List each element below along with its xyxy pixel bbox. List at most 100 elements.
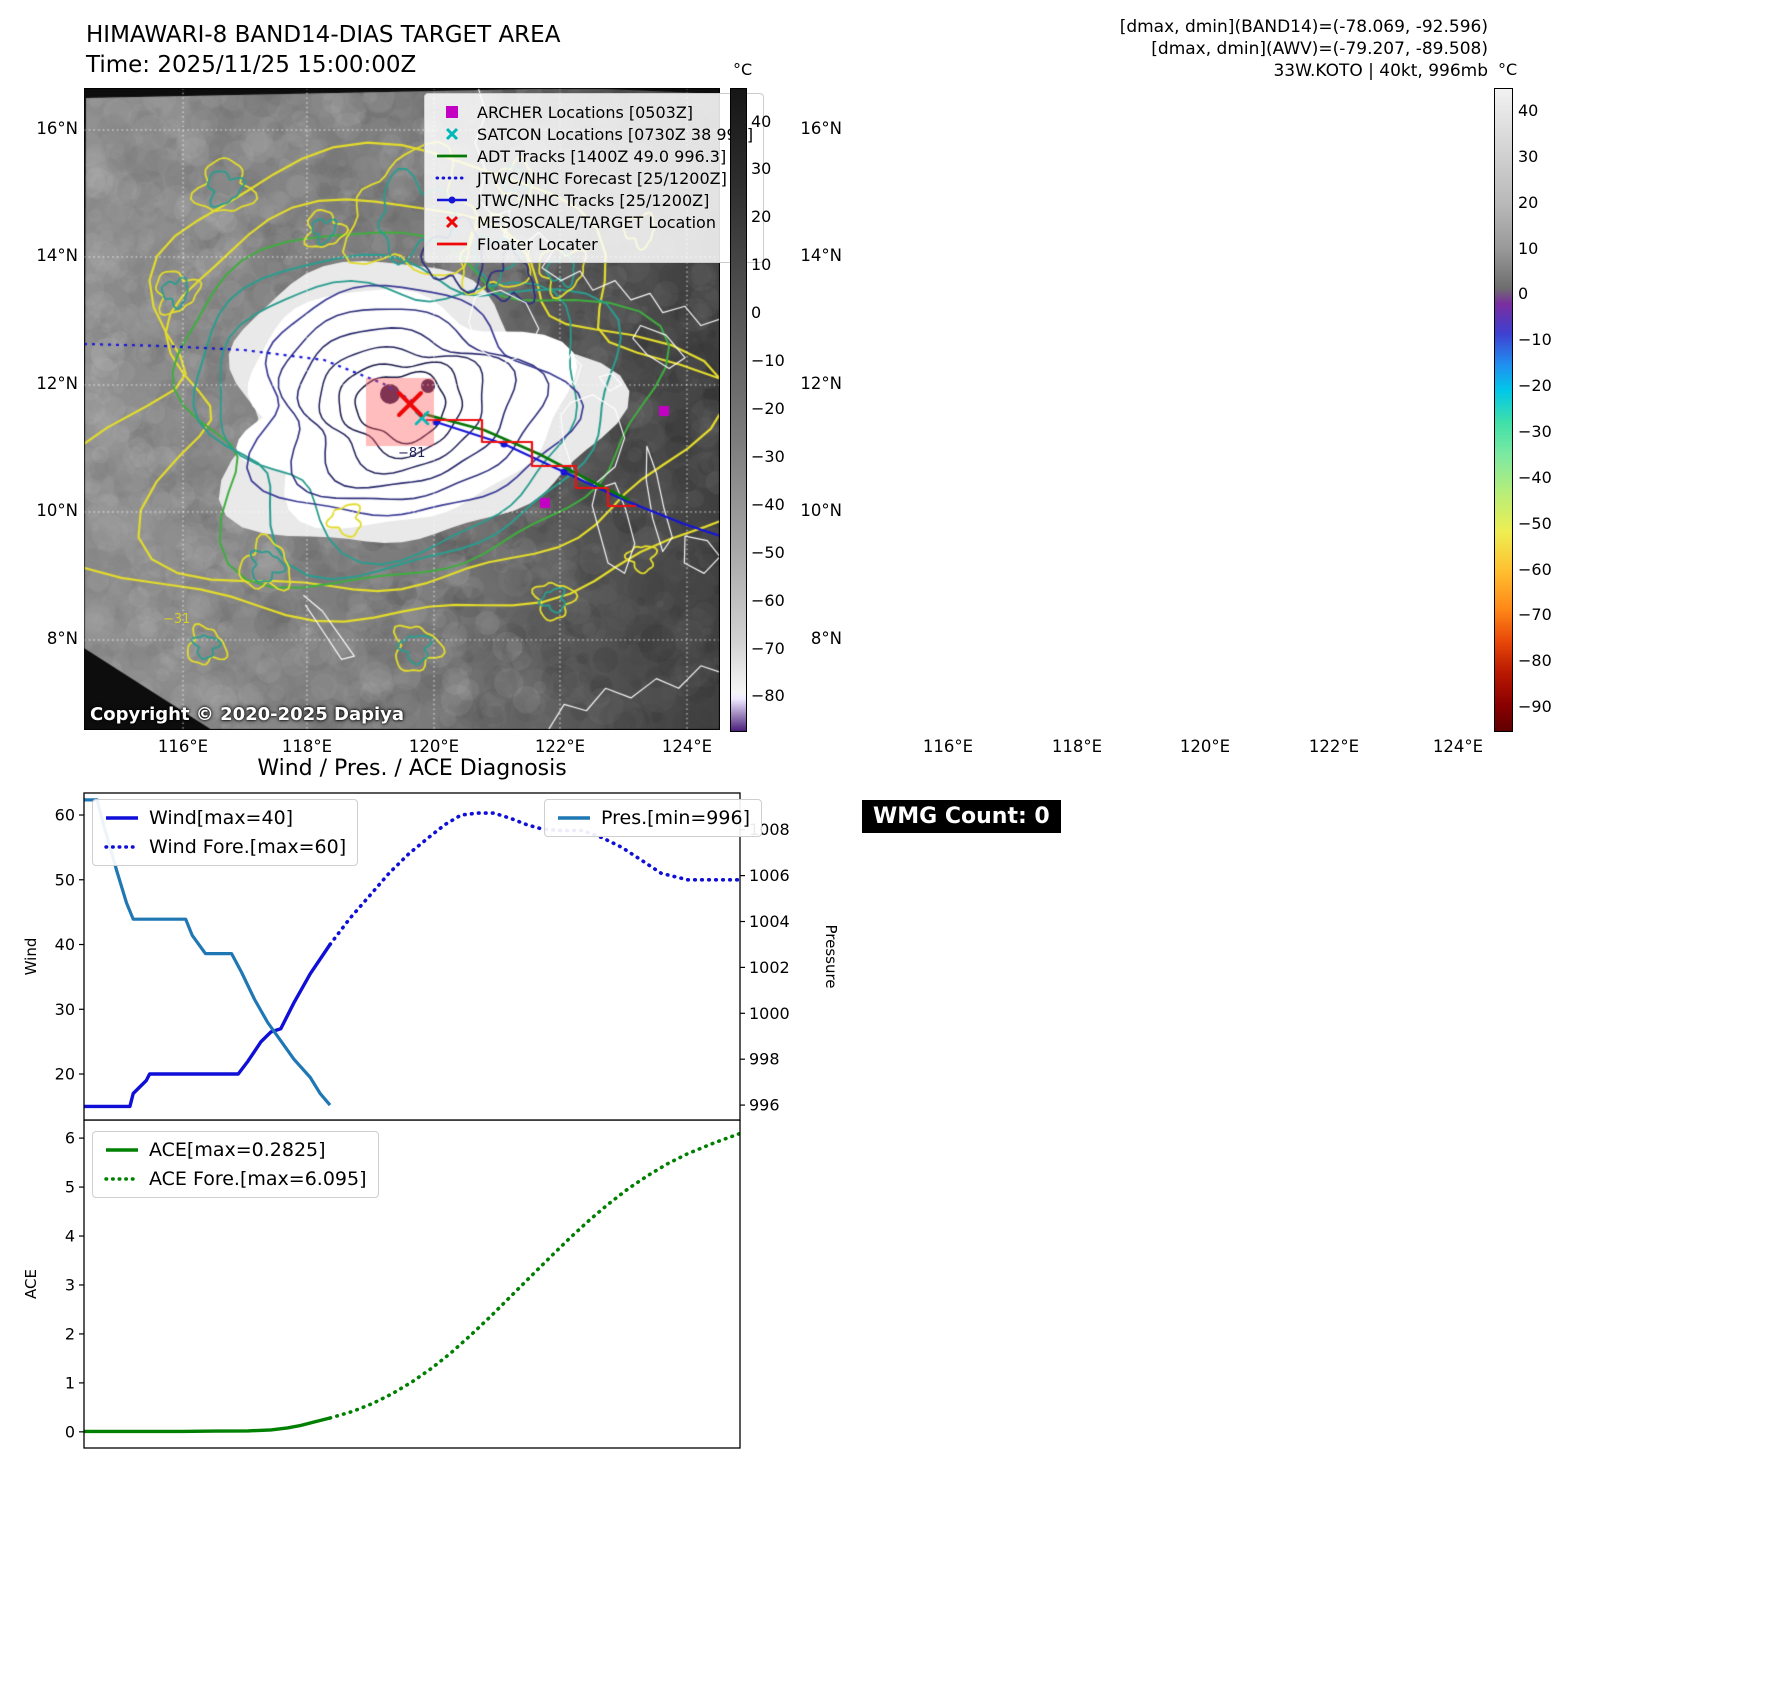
awv-colorbar-tick: −70 bbox=[1518, 605, 1552, 625]
legend-sample bbox=[104, 845, 140, 849]
chart-legend-label: ACE Fore.[max=6.095] bbox=[149, 1168, 367, 1190]
y-tick-label: 50 bbox=[55, 870, 75, 889]
chart-legend-item: ACE Fore.[max=6.095] bbox=[104, 1168, 367, 1190]
band14-colorbar-tick: −20 bbox=[751, 399, 785, 418]
band14-colorbar-tick: 0 bbox=[751, 303, 762, 323]
chart-legend: Wind[max=40] Wind Fore.[max=60] bbox=[92, 799, 359, 866]
map-legend-item: MESOSCALE/TARGET Location bbox=[435, 211, 753, 233]
awv-colorbar-tick: 20 bbox=[1518, 192, 1539, 212]
band14-colorbar-tick: 20 bbox=[751, 207, 772, 227]
awv-lon-tick: 118°E bbox=[1051, 737, 1103, 756]
line-dot-icon bbox=[437, 196, 467, 204]
band14-lat-tick: 10°N bbox=[36, 501, 78, 520]
band14-lat-tick: 14°N bbox=[36, 246, 78, 265]
band14-lon-tick: 120°E bbox=[408, 737, 460, 756]
contour-label-minus31: −31 bbox=[163, 612, 191, 627]
map-legend-label: ADT Tracks [1400Z 49.0 996.3] bbox=[477, 146, 727, 166]
dmax-dmin-awv: [dmax, dmin](AWV)=(-79.207, -89.508) bbox=[1151, 39, 1488, 59]
awv-lon-tick: 116°E bbox=[922, 737, 974, 756]
map-legend-item: ARCHER Locations [0503Z] bbox=[435, 101, 753, 123]
x-marker-icon bbox=[445, 215, 459, 229]
series-wind-max-40- bbox=[84, 943, 332, 1109]
y-axis-label-left: Wind bbox=[22, 938, 40, 976]
chart-legend-item: Wind[max=40] bbox=[104, 807, 346, 829]
band14-map-legend: ARCHER Locations [0503Z] SATCON Locations… bbox=[424, 93, 765, 263]
awv-colorbar-unit: °C bbox=[1498, 60, 1518, 79]
chart-legend-item: ACE[max=0.2825] bbox=[104, 1139, 367, 1161]
awv-lon-tick: 120°E bbox=[1179, 737, 1231, 756]
chart-legend: ACE[max=0.2825] ACE Fore.[max=6.095] bbox=[92, 1131, 379, 1198]
storm-id-intensity: 33W.KOTO | 40kt, 996mb bbox=[1273, 61, 1488, 81]
map-legend-label: ARCHER Locations [0503Z] bbox=[477, 102, 694, 122]
plot-frame bbox=[83, 1120, 741, 1449]
y-tick-label-right: 998 bbox=[749, 1050, 780, 1069]
awv-colorbar-tick: −20 bbox=[1518, 376, 1552, 396]
awv-lon-tick: 124°E bbox=[1432, 737, 1484, 756]
awv-lat-tick: 12°N bbox=[800, 374, 842, 393]
dmax-dmin-band14: [dmax, dmin](BAND14)=(-78.069, -92.596) bbox=[1119, 17, 1488, 37]
band14-title: HIMAWARI-8 BAND14-DIAS TARGET AREA bbox=[86, 22, 561, 48]
map-legend-item: SATCON Locations [0730Z 38 999] bbox=[435, 123, 753, 145]
band14-colorbar-unit: °C bbox=[733, 60, 753, 79]
band14-lon-tick: 122°E bbox=[534, 737, 586, 756]
band14-colorbar-tick: −60 bbox=[751, 590, 785, 610]
band14-colorbar-tick: −70 bbox=[751, 638, 785, 658]
band14-colorbar-tick: −80 bbox=[751, 686, 785, 706]
map-legend-label: MESOSCALE/TARGET Location bbox=[477, 212, 716, 232]
line-icon bbox=[437, 154, 467, 158]
chart-legend-label: ACE[max=0.2825] bbox=[149, 1139, 326, 1161]
map-legend-label: JTWC/NHC Forecast [25/1200Z] bbox=[477, 168, 727, 188]
legend-sample bbox=[106, 816, 138, 820]
map-legend-item: JTWC/NHC Forecast [25/1200Z] bbox=[435, 167, 753, 189]
y-tick-label-right: 1004 bbox=[749, 912, 790, 931]
dotted-line-icon bbox=[435, 176, 469, 180]
band14-colorbar-tick: −40 bbox=[751, 494, 785, 514]
y-tick-label: 5 bbox=[65, 1178, 75, 1197]
series-ace-fore-max-6-095- bbox=[328, 1131, 740, 1420]
diagnosis-title: Wind / Pres. / ACE Diagnosis bbox=[257, 756, 567, 781]
y-tick-label: 40 bbox=[55, 935, 75, 954]
y-tick-label-right: 996 bbox=[749, 1096, 780, 1115]
line-icon bbox=[437, 242, 467, 246]
y-tick-label-right: 1000 bbox=[749, 1004, 790, 1023]
wmg-map-canvas bbox=[850, 790, 1510, 1440]
awv-colorbar bbox=[1494, 88, 1513, 732]
map-legend-label: Floater Locater bbox=[477, 234, 598, 254]
y-tick-label: 30 bbox=[55, 1000, 75, 1019]
band14-colorbar-tick: −10 bbox=[751, 351, 785, 371]
band14-colorbar-tick: 10 bbox=[751, 255, 772, 275]
band14-lat-tick: 16°N bbox=[36, 119, 78, 138]
awv-lat-tick: 8°N bbox=[810, 629, 842, 648]
awv-map-canvas bbox=[850, 88, 1472, 730]
map-legend-item: JTWC/NHC Tracks [25/1200Z] bbox=[435, 189, 753, 211]
band14-lon-tick: 118°E bbox=[281, 737, 333, 756]
y-tick-label: 60 bbox=[55, 806, 75, 825]
band14-colorbar-tick: 30 bbox=[751, 159, 772, 179]
band14-lon-tick: 116°E bbox=[157, 737, 209, 756]
awv-lat-tick: 14°N bbox=[800, 246, 842, 265]
awv-colorbar-tick: 30 bbox=[1518, 146, 1539, 166]
awv-lon-tick: 122°E bbox=[1308, 737, 1360, 756]
band14-lat-tick: 12°N bbox=[36, 374, 78, 393]
chart-legend-item: Pres.[min=996] bbox=[556, 807, 750, 829]
y-tick-label: 4 bbox=[65, 1227, 75, 1246]
awv-colorbar-tick: −60 bbox=[1518, 559, 1552, 579]
y-tick-label: 0 bbox=[65, 1422, 75, 1441]
y-tick-label: 2 bbox=[65, 1324, 75, 1343]
y-tick-label: 3 bbox=[65, 1275, 75, 1294]
band14-lon-tick: 124°E bbox=[661, 737, 713, 756]
awv-colorbar-tick: 40 bbox=[1518, 100, 1539, 120]
chart-legend-label: Wind[max=40] bbox=[149, 807, 294, 829]
series-wind-fore-max-60- bbox=[328, 811, 740, 947]
square-marker-icon bbox=[446, 106, 458, 118]
legend-sample bbox=[104, 1177, 140, 1181]
awv-colorbar-tick: −10 bbox=[1518, 330, 1552, 350]
map-legend-item: ADT Tracks [1400Z 49.0 996.3] bbox=[435, 145, 753, 167]
map-legend-item: Floater Locater bbox=[435, 233, 753, 255]
y-tick-label: 20 bbox=[55, 1065, 75, 1084]
band14-colorbar-tick: −50 bbox=[751, 542, 785, 562]
awv-colorbar-tick: 10 bbox=[1518, 238, 1539, 258]
legend-sample bbox=[106, 1148, 138, 1152]
awv-lat-tick: 16°N bbox=[800, 119, 842, 138]
